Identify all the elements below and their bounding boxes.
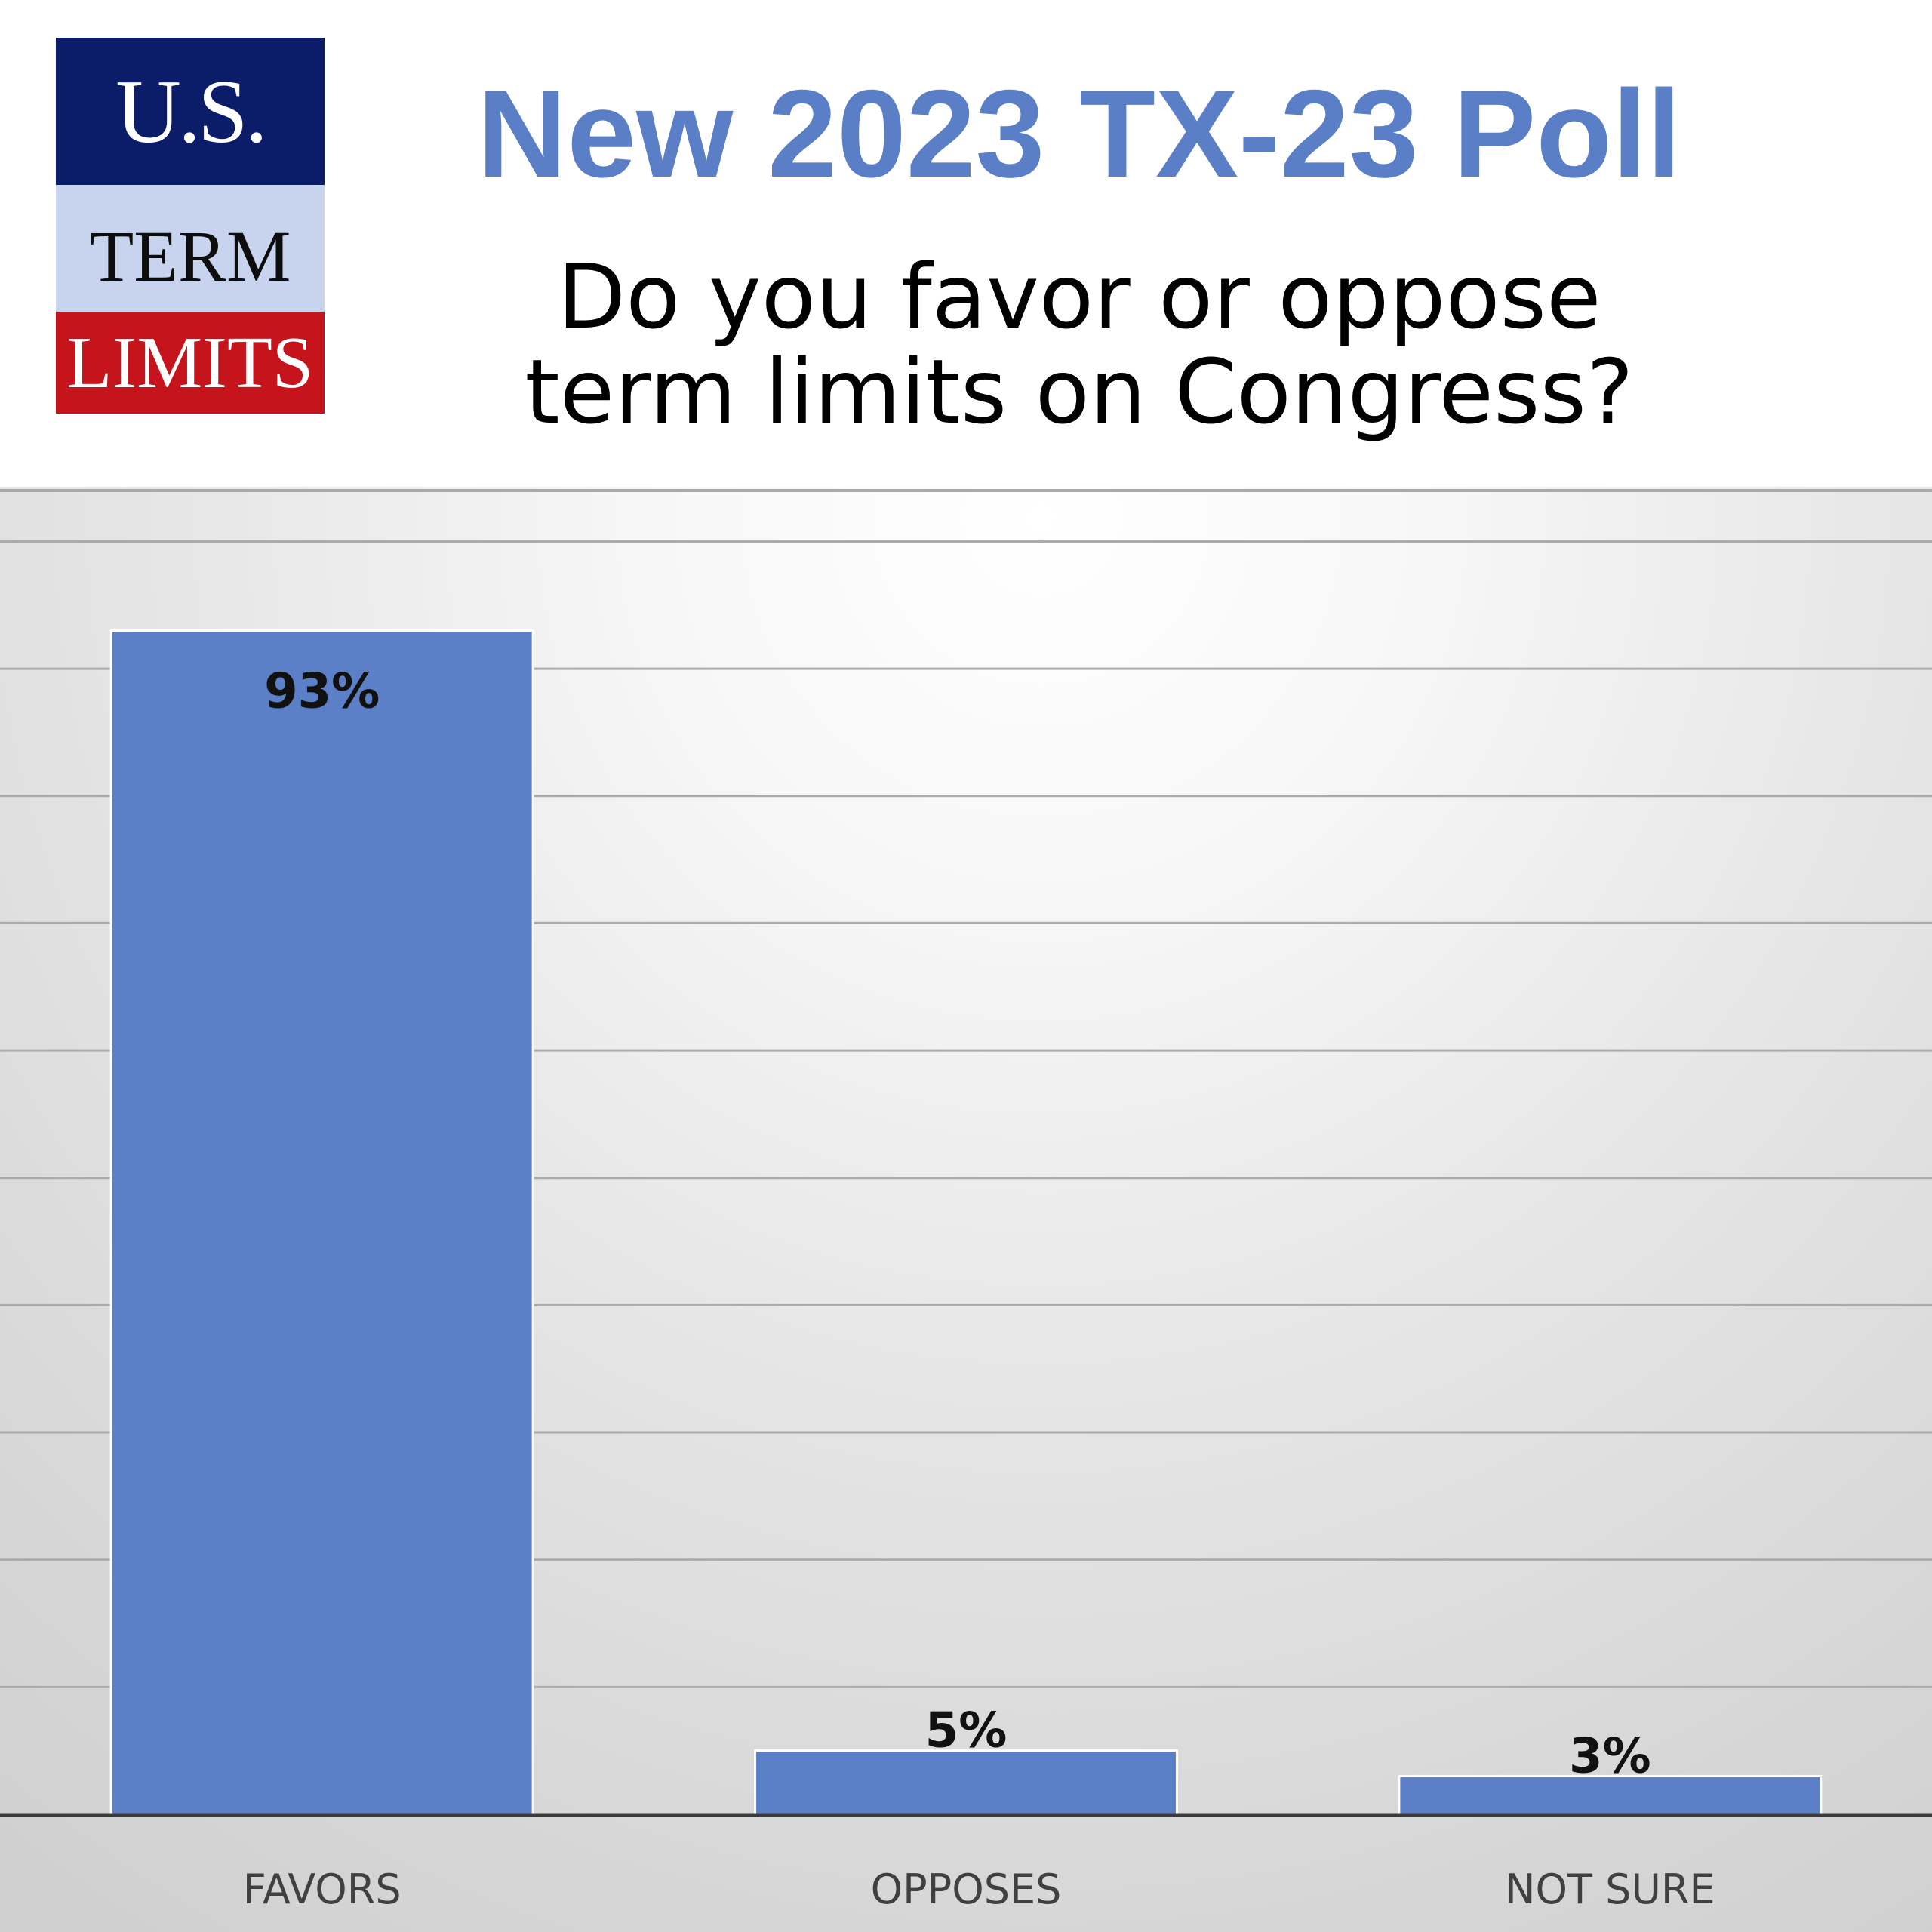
logo-text-us: U.S. [115,60,267,162]
us-term-limits-logo: U.S. TERM LIMITS [56,38,325,414]
poll-question: Do you favor or oppose term limits on Co… [423,249,1736,439]
bar-favors [109,629,534,1816]
data-label: 3% [1569,1728,1651,1784]
logo-text-term: TERM [89,215,291,297]
logo-band-us: U.S. [56,38,325,185]
category-label: FAVORS [243,1866,401,1913]
bar-chart-svg: 93% FAVORS 5% OPPOSES 3% NOT SURE [0,487,1932,1932]
poll-question-line-2: term limits on Congress? [525,340,1634,444]
page-title: New 2023 TX-23 Poll [477,64,1681,203]
poll-question-line-1: Do you favor or oppose [557,245,1601,349]
logo-text-limits: LIMITS [66,321,314,404]
bar-chart: 93% FAVORS 5% OPPOSES 3% NOT SURE [0,487,1932,1932]
category-label: NOT SURE [1505,1866,1715,1913]
logo-band-term: TERM [56,185,325,312]
data-label: 5% [925,1703,1008,1759]
category-label: OPPOSES [871,1866,1062,1913]
bar-opposes [754,1749,1178,1816]
logo-band-limits: LIMITS [56,312,325,414]
data-label: 93% [264,664,380,720]
